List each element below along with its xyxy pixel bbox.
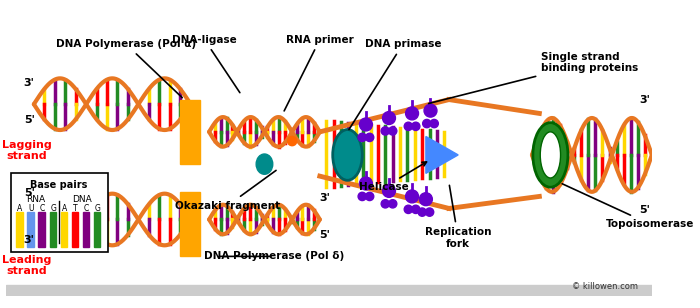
Circle shape xyxy=(419,193,433,206)
Text: DNA primase: DNA primase xyxy=(349,39,441,129)
Text: Base pairs: Base pairs xyxy=(30,180,88,190)
Text: T: T xyxy=(73,204,78,213)
Text: DNA Polymerase (Pol α): DNA Polymerase (Pol α) xyxy=(56,39,196,98)
Text: Topoisomerase: Topoisomerase xyxy=(562,184,694,229)
Text: DNA: DNA xyxy=(72,195,92,204)
Circle shape xyxy=(424,104,437,117)
Circle shape xyxy=(358,133,366,142)
Circle shape xyxy=(360,118,372,131)
Bar xyxy=(94,212,100,247)
Circle shape xyxy=(430,120,438,128)
Circle shape xyxy=(404,205,412,213)
Text: DNA Polymerase (Pol δ): DNA Polymerase (Pol δ) xyxy=(204,251,344,261)
Bar xyxy=(180,99,200,164)
Bar xyxy=(180,192,200,256)
Circle shape xyxy=(381,127,389,135)
Text: Replication
fork: Replication fork xyxy=(425,185,491,249)
Bar xyxy=(38,212,45,247)
Ellipse shape xyxy=(533,123,568,187)
Circle shape xyxy=(405,190,419,203)
Circle shape xyxy=(423,120,431,128)
Text: 5': 5' xyxy=(24,188,35,198)
Text: C: C xyxy=(39,204,45,213)
Text: 3': 3' xyxy=(24,235,35,245)
Bar xyxy=(16,212,23,247)
Text: © killowen.com: © killowen.com xyxy=(572,282,638,291)
Bar xyxy=(50,212,56,247)
Text: U: U xyxy=(28,204,34,213)
Text: 5': 5' xyxy=(639,205,650,215)
Circle shape xyxy=(288,136,297,146)
Text: Helicase: Helicase xyxy=(360,162,426,192)
Circle shape xyxy=(404,122,412,131)
Bar xyxy=(10,173,108,252)
Bar xyxy=(83,212,89,247)
Polygon shape xyxy=(426,136,458,173)
Circle shape xyxy=(382,184,396,197)
Circle shape xyxy=(382,111,396,124)
Circle shape xyxy=(412,122,420,131)
Text: 3': 3' xyxy=(319,193,330,203)
Bar xyxy=(27,212,34,247)
Circle shape xyxy=(426,208,434,216)
Circle shape xyxy=(389,127,397,135)
Circle shape xyxy=(405,107,419,120)
Ellipse shape xyxy=(256,154,273,174)
Text: 3': 3' xyxy=(24,78,35,88)
Ellipse shape xyxy=(540,132,561,178)
Text: Okazaki fragment: Okazaki fragment xyxy=(175,170,280,211)
Text: C: C xyxy=(84,204,89,213)
Text: DNA-ligase: DNA-ligase xyxy=(172,34,240,93)
Text: RNA primer: RNA primer xyxy=(284,34,354,111)
Ellipse shape xyxy=(332,130,362,180)
Text: RNA: RNA xyxy=(26,195,46,204)
Text: Single strand
binding proteins: Single strand binding proteins xyxy=(428,52,638,103)
Text: 5': 5' xyxy=(24,115,35,125)
Bar xyxy=(6,285,652,296)
Text: G: G xyxy=(50,204,56,213)
Circle shape xyxy=(389,200,397,208)
Text: A: A xyxy=(62,204,67,213)
Circle shape xyxy=(365,192,374,201)
Text: 5': 5' xyxy=(319,230,330,240)
Text: A: A xyxy=(18,204,22,213)
Circle shape xyxy=(358,192,366,201)
Text: Lagging
strand: Lagging strand xyxy=(1,140,51,161)
Circle shape xyxy=(418,208,426,216)
Text: 3': 3' xyxy=(639,95,650,105)
Circle shape xyxy=(412,205,420,213)
Bar xyxy=(71,212,78,247)
Bar xyxy=(61,212,67,247)
Circle shape xyxy=(365,133,374,142)
Text: G: G xyxy=(94,204,100,213)
Circle shape xyxy=(360,177,372,190)
Circle shape xyxy=(381,200,389,208)
Text: Leading
strand: Leading strand xyxy=(2,255,51,276)
